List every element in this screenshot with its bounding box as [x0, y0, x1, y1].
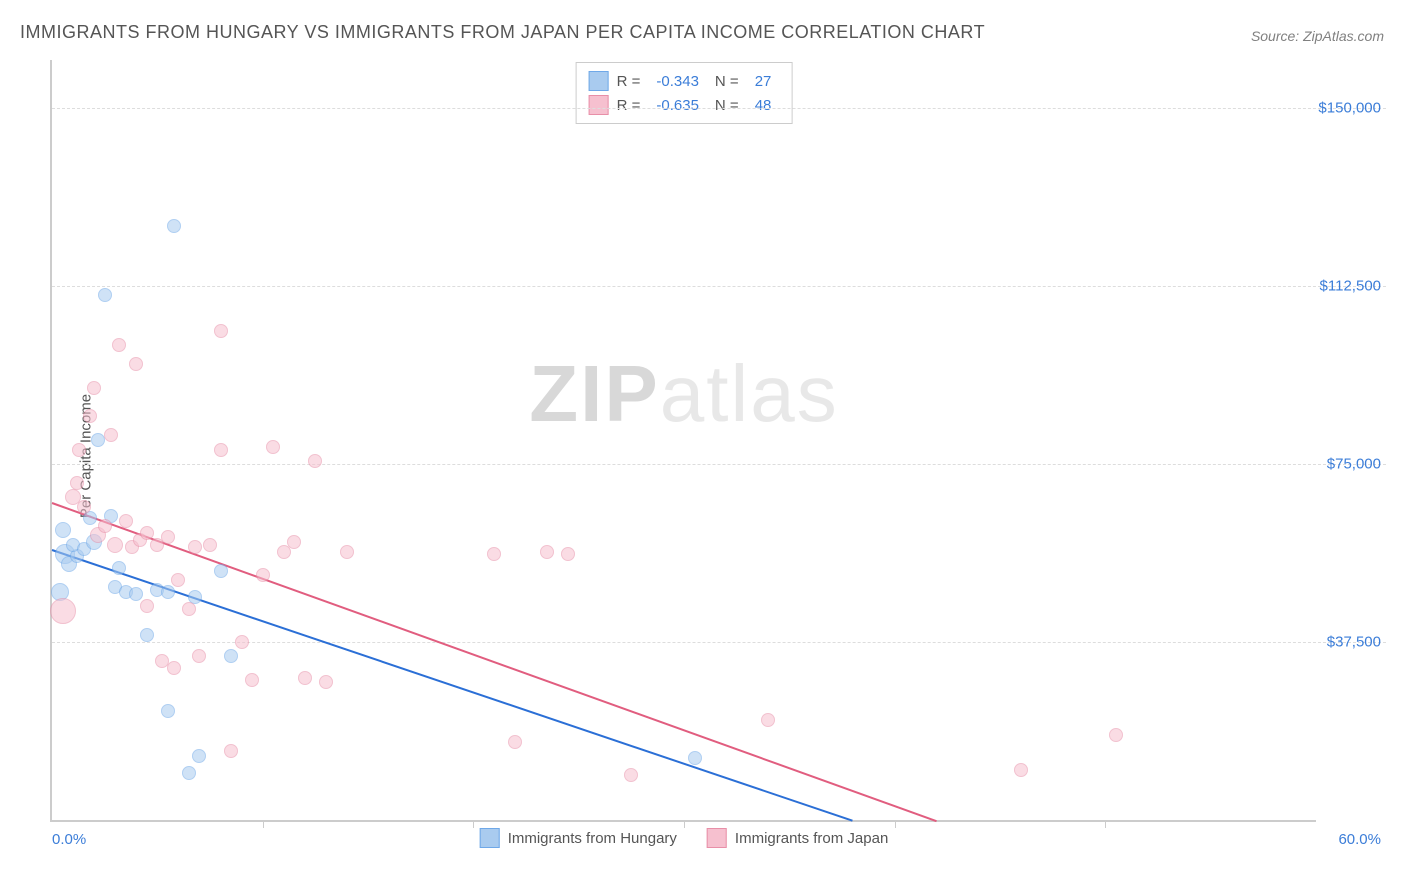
- scatter-point: [55, 522, 71, 538]
- scatter-point: [624, 768, 638, 782]
- scatter-point: [1014, 763, 1028, 777]
- gridline: [52, 286, 1386, 287]
- stats-row-hungary: R = -0.343 N = 27: [589, 69, 780, 93]
- scatter-point: [129, 357, 143, 371]
- gridline: [52, 108, 1386, 109]
- x-tick: [473, 820, 474, 828]
- scatter-point: [287, 535, 301, 549]
- scatter-point: [140, 599, 154, 613]
- scatter-point: [107, 537, 123, 553]
- scatter-point: [161, 530, 175, 544]
- scatter-point: [140, 526, 154, 540]
- x-axis-min-label: 0.0%: [52, 831, 86, 848]
- scatter-point: [87, 381, 101, 395]
- scatter-point: [77, 500, 91, 514]
- y-tick-label: $150,000: [1311, 99, 1386, 116]
- scatter-point: [214, 443, 228, 457]
- scatter-point: [83, 511, 97, 525]
- scatter-point: [50, 598, 76, 624]
- r-value-japan: -0.635: [656, 97, 699, 114]
- scatter-point: [161, 704, 175, 718]
- scatter-point: [182, 766, 196, 780]
- y-tick-label: $112,500: [1311, 277, 1386, 294]
- n-label: N =: [715, 97, 739, 114]
- scatter-point: [487, 547, 501, 561]
- scatter-point: [319, 675, 333, 689]
- scatter-point: [340, 545, 354, 559]
- scatter-point: [112, 561, 126, 575]
- scatter-point: [203, 538, 217, 552]
- scatter-point: [72, 443, 86, 457]
- scatter-point: [182, 602, 196, 616]
- chart-container: Per Capita Income ZIPatlas R = -0.343 N …: [50, 60, 1386, 852]
- legend-square-japan: [589, 95, 609, 115]
- x-tick: [684, 820, 685, 828]
- scatter-point: [104, 428, 118, 442]
- scatter-point: [112, 338, 126, 352]
- scatter-point: [266, 440, 280, 454]
- y-tick-label: $75,000: [1311, 455, 1386, 472]
- scatter-point: [98, 519, 112, 533]
- x-tick: [1105, 820, 1106, 828]
- scatter-point: [98, 288, 112, 302]
- n-label: N =: [715, 73, 739, 90]
- scatter-point: [561, 547, 575, 561]
- scatter-point: [214, 564, 228, 578]
- scatter-point: [308, 454, 322, 468]
- scatter-point: [171, 573, 185, 587]
- legend-square-icon: [707, 828, 727, 848]
- legend-square-icon: [480, 828, 500, 848]
- scatter-point: [192, 649, 206, 663]
- legend-square-hungary: [589, 71, 609, 91]
- legend-item-hungary: Immigrants from Hungary: [480, 828, 677, 848]
- scatter-point: [245, 673, 259, 687]
- scatter-point: [235, 635, 249, 649]
- bottom-legend: Immigrants from Hungary Immigrants from …: [480, 828, 889, 848]
- scatter-point: [167, 219, 181, 233]
- scatter-point: [129, 587, 143, 601]
- y-tick-label: $37,500: [1311, 633, 1386, 650]
- stats-row-japan: R = -0.635 N = 48: [589, 93, 780, 117]
- stats-legend: R = -0.343 N = 27 R = -0.635 N = 48: [576, 62, 793, 124]
- n-value-hungary: 27: [755, 73, 772, 90]
- legend-label-hungary: Immigrants from Hungary: [508, 830, 677, 847]
- scatter-point: [161, 585, 175, 599]
- plot-area: ZIPatlas R = -0.343 N = 27 R = -0.635 N …: [50, 60, 1316, 822]
- scatter-point: [167, 661, 181, 675]
- scatter-point: [256, 568, 270, 582]
- scatter-point: [508, 735, 522, 749]
- scatter-point: [214, 324, 228, 338]
- r-label: R =: [617, 73, 641, 90]
- scatter-point: [761, 713, 775, 727]
- scatter-point: [1109, 728, 1123, 742]
- gridline: [52, 642, 1386, 643]
- n-value-japan: 48: [755, 97, 772, 114]
- scatter-point: [224, 744, 238, 758]
- scatter-point: [70, 476, 84, 490]
- r-label: R =: [617, 97, 641, 114]
- scatter-point: [224, 649, 238, 663]
- watermark-atlas: atlas: [660, 349, 839, 438]
- watermark-zip: ZIP: [529, 349, 659, 438]
- legend-item-japan: Immigrants from Japan: [707, 828, 888, 848]
- x-tick: [895, 820, 896, 828]
- gridline: [52, 464, 1386, 465]
- legend-label-japan: Immigrants from Japan: [735, 830, 888, 847]
- chart-title: IMMIGRANTS FROM HUNGARY VS IMMIGRANTS FR…: [20, 22, 985, 43]
- scatter-point: [140, 628, 154, 642]
- scatter-point: [119, 514, 133, 528]
- source-attribution: Source: ZipAtlas.com: [1251, 28, 1384, 44]
- scatter-point: [298, 671, 312, 685]
- scatter-point: [192, 749, 206, 763]
- x-axis-max-label: 60.0%: [1338, 831, 1381, 848]
- r-value-hungary: -0.343: [656, 73, 699, 90]
- scatter-point: [540, 545, 554, 559]
- scatter-point: [83, 409, 97, 423]
- watermark: ZIPatlas: [529, 348, 838, 440]
- scatter-point: [188, 540, 202, 554]
- x-tick: [263, 820, 264, 828]
- scatter-point: [688, 751, 702, 765]
